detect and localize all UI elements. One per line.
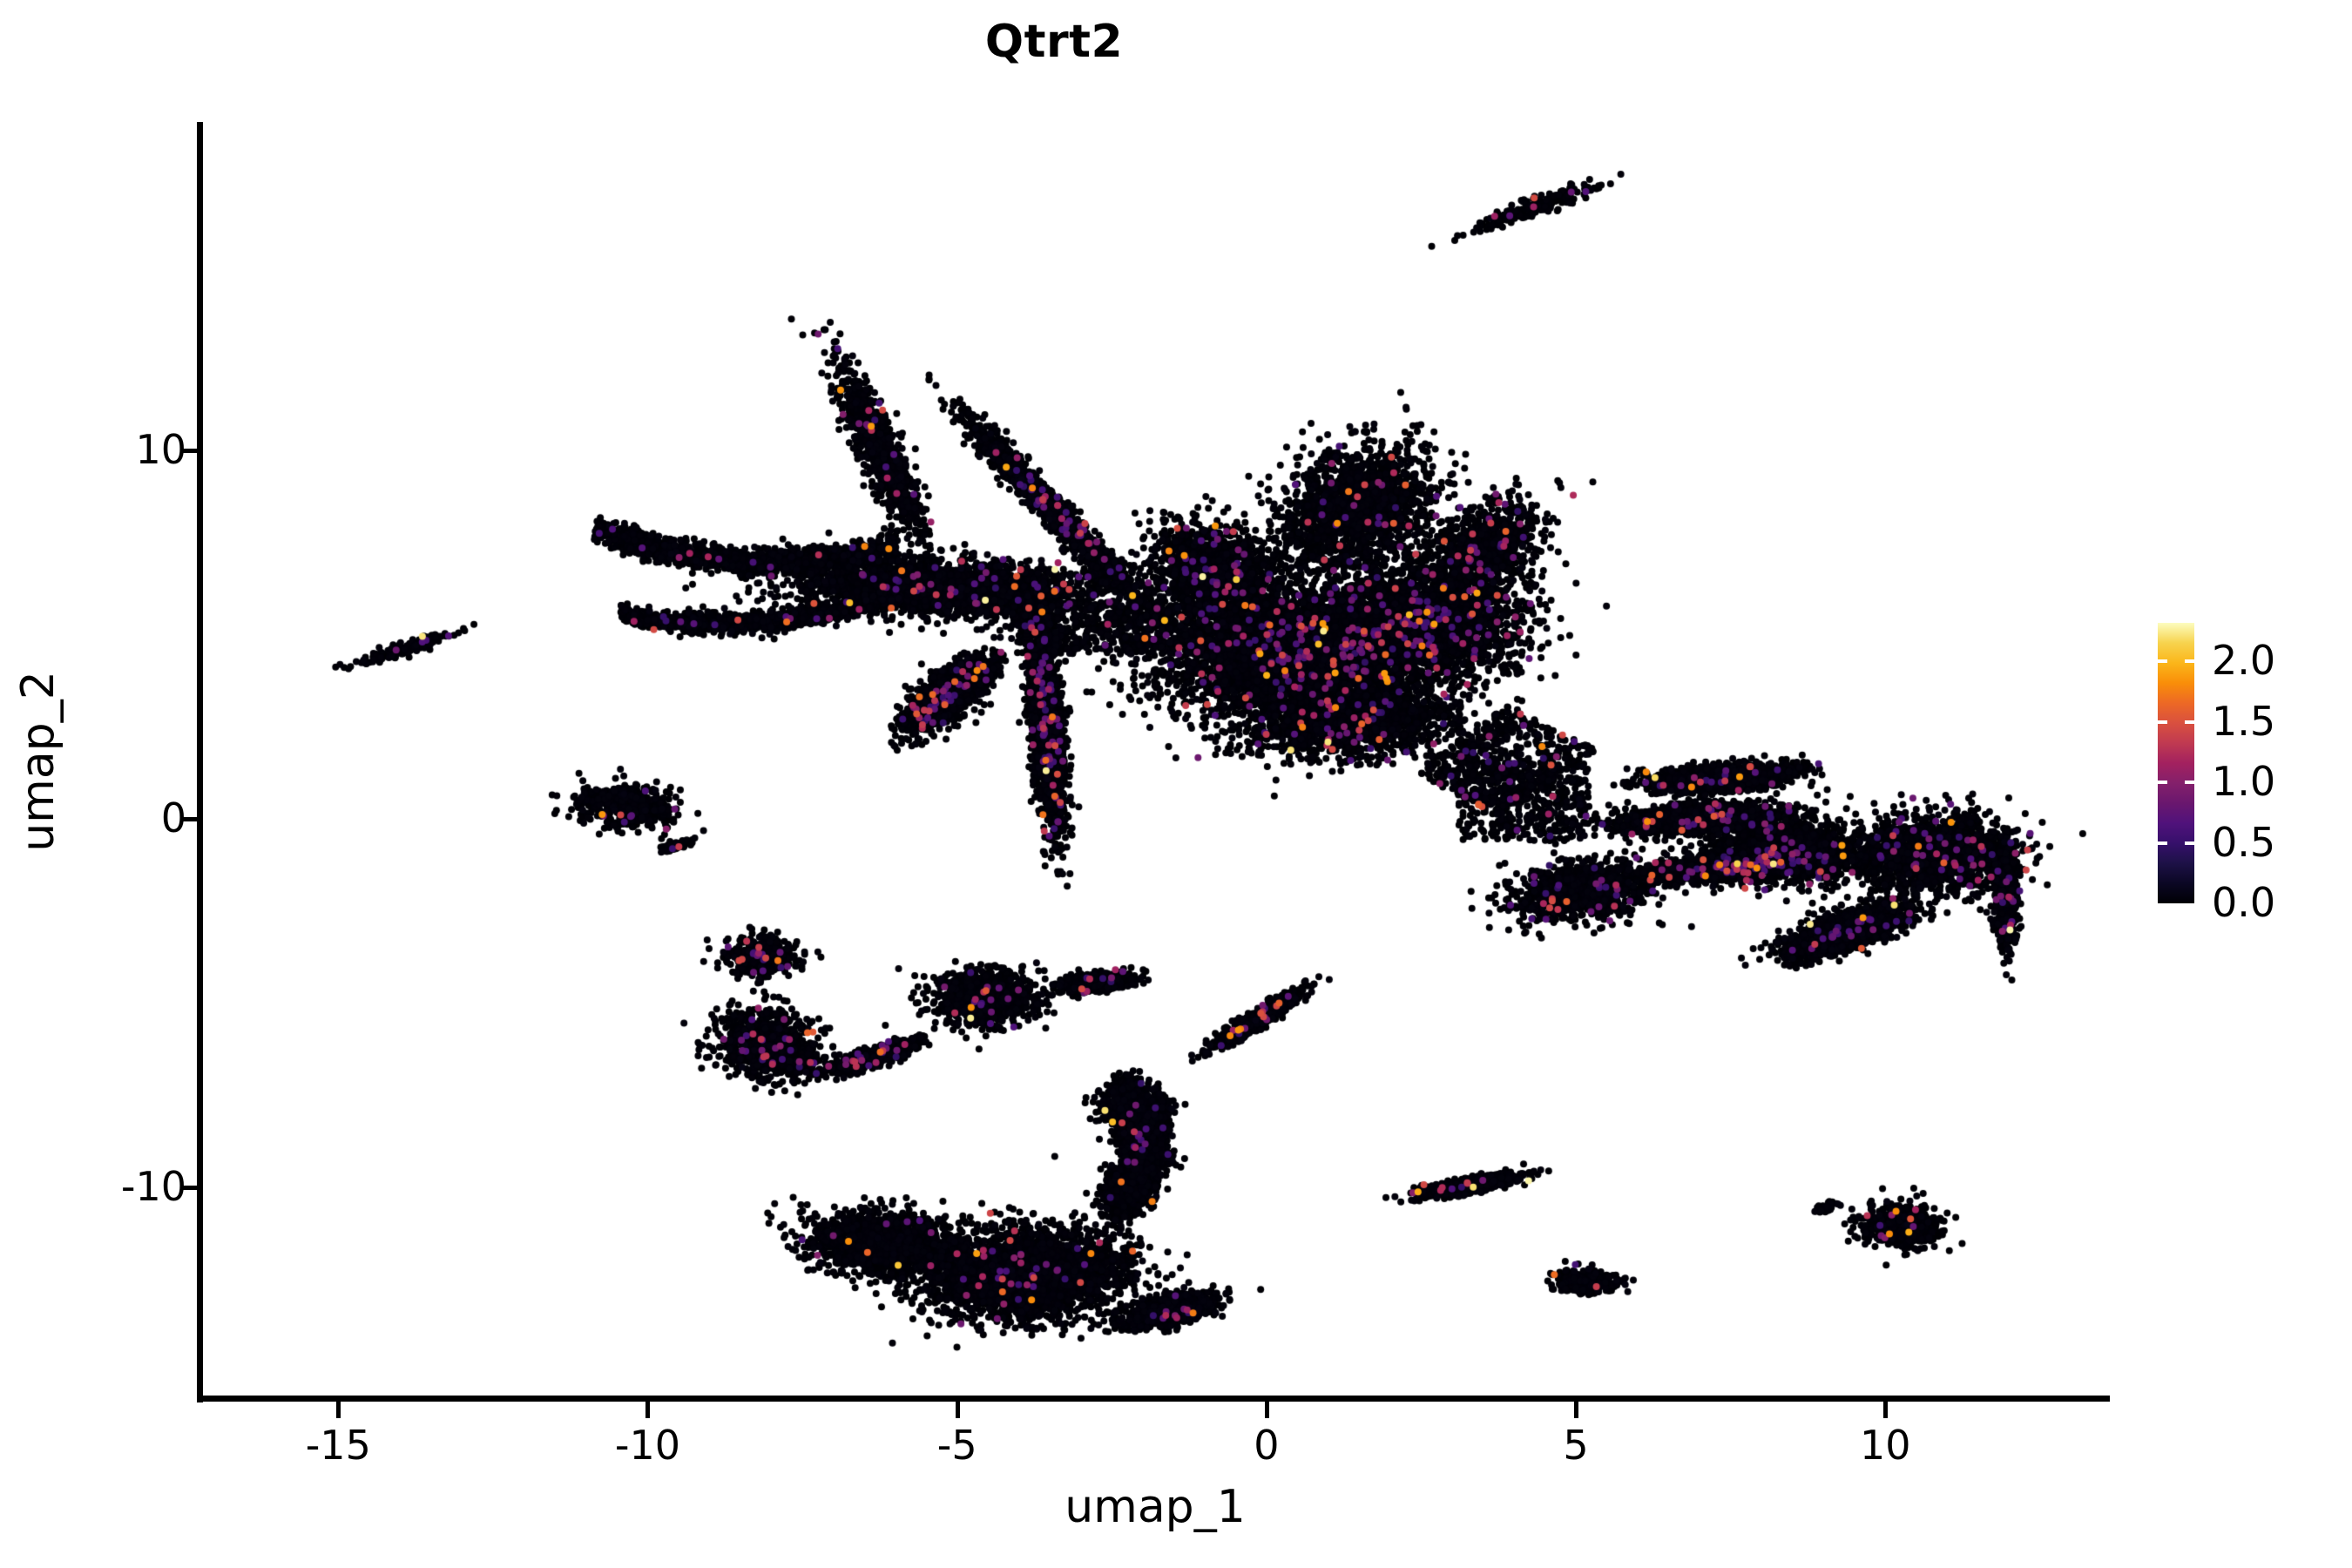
y-tick-label: 0: [160, 794, 186, 841]
x-tick-label: -15: [305, 1422, 371, 1469]
x-tick-mark: [645, 1402, 651, 1418]
colorbar-tick-mark: [2158, 841, 2167, 845]
colorbar-tick-mark: [2185, 841, 2194, 845]
y-axis-label: umap_2: [12, 671, 64, 852]
y-tick-mark: [180, 816, 197, 821]
colorbar-tick-mark: [2158, 659, 2167, 664]
colorbar-tick-mark: [2158, 720, 2167, 724]
colorbar-tick-label: 1.5: [2212, 697, 2276, 745]
x-tick-mark: [955, 1402, 960, 1418]
x-axis-label: umap_1: [1064, 1481, 1246, 1533]
colorbar-tick-mark: [2158, 781, 2167, 785]
y-tick-mark: [180, 448, 197, 453]
x-tick-label: 5: [1563, 1422, 1589, 1469]
colorbar-tick-label: 2.0: [2212, 637, 2276, 685]
x-tick-mark: [1264, 1402, 1269, 1418]
x-tick-label: 10: [1859, 1422, 1911, 1469]
colorbar-tick-mark: [2185, 781, 2194, 785]
colorbar-tick-label: 0.0: [2212, 879, 2276, 926]
scatter-canvas: [202, 122, 2108, 1401]
colorbar-tick-mark: [2185, 659, 2194, 664]
x-tick-mark: [1883, 1402, 1889, 1418]
y-tick-mark: [180, 1185, 197, 1190]
colorbar-tick-mark: [2185, 720, 2194, 724]
x-tick-mark: [336, 1402, 341, 1418]
x-tick-label: -5: [936, 1422, 977, 1469]
y-axis-spine: [197, 122, 203, 1402]
colorbar-gradient: [2158, 623, 2194, 903]
y-tick-label: -10: [120, 1162, 186, 1210]
x-axis-spine: [197, 1396, 2110, 1402]
page-title: Qtrt2: [984, 16, 1124, 68]
colorbar-tick-label: 1.0: [2212, 758, 2276, 806]
plot-area: [202, 122, 2108, 1401]
x-tick-label: -10: [614, 1422, 681, 1469]
colorbar-tick-label: 0.5: [2212, 818, 2276, 866]
x-tick-mark: [1574, 1402, 1579, 1418]
y-tick-label: 10: [135, 425, 186, 473]
x-tick-label: 0: [1254, 1422, 1280, 1469]
